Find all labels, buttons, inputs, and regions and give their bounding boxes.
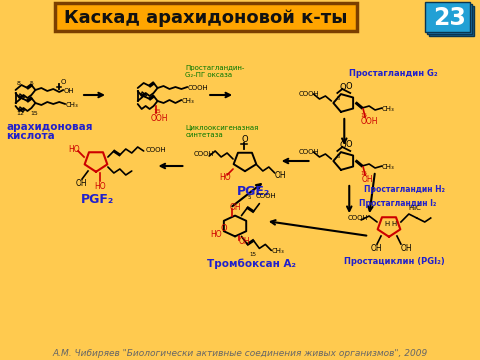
Text: COOH: COOH bbox=[347, 215, 368, 221]
Text: O: O bbox=[60, 79, 66, 85]
Text: CH₃: CH₃ bbox=[271, 248, 284, 255]
Text: H₃C: H₃C bbox=[409, 205, 421, 211]
Text: COOH: COOH bbox=[145, 147, 167, 153]
Text: Простагландин-: Простагландин- bbox=[185, 65, 245, 71]
Text: 8: 8 bbox=[16, 81, 20, 86]
Text: CH₃: CH₃ bbox=[382, 106, 395, 112]
Text: COOH: COOH bbox=[193, 151, 214, 157]
Text: 5: 5 bbox=[248, 195, 251, 200]
Text: кислота: кислота bbox=[7, 131, 55, 141]
Text: OH: OH bbox=[63, 88, 74, 94]
Text: H: H bbox=[384, 221, 389, 227]
Text: OH: OH bbox=[239, 237, 251, 246]
Text: COOH: COOH bbox=[299, 149, 319, 155]
Text: 15: 15 bbox=[360, 171, 367, 176]
Text: O: O bbox=[242, 135, 249, 144]
Text: OH: OH bbox=[361, 175, 373, 184]
Text: COOH: COOH bbox=[299, 91, 319, 97]
Text: HO: HO bbox=[210, 230, 222, 239]
Text: O: O bbox=[339, 140, 346, 149]
Text: HO: HO bbox=[219, 172, 231, 181]
Text: 15: 15 bbox=[250, 252, 256, 257]
Text: OOH: OOH bbox=[360, 117, 378, 126]
Text: Тромбоксан А₂: Тромбоксан А₂ bbox=[207, 259, 296, 269]
Text: CH₃: CH₃ bbox=[65, 102, 78, 108]
Text: OH: OH bbox=[230, 203, 242, 212]
Text: 12: 12 bbox=[16, 111, 24, 116]
Text: COOH: COOH bbox=[255, 193, 276, 199]
Text: арахидоновая: арахидоновая bbox=[7, 122, 93, 132]
Text: 5: 5 bbox=[29, 81, 33, 86]
Text: OH: OH bbox=[401, 243, 412, 252]
Text: O: O bbox=[220, 224, 227, 233]
Text: 5: 5 bbox=[336, 153, 340, 158]
Text: H: H bbox=[391, 221, 396, 227]
Text: Каскад арахидоновой к-ты: Каскад арахидоновой к-ты bbox=[64, 9, 348, 27]
Text: 5: 5 bbox=[336, 95, 340, 100]
Text: OH: OH bbox=[371, 243, 383, 252]
Text: OH: OH bbox=[76, 179, 88, 188]
FancyBboxPatch shape bbox=[425, 2, 470, 32]
Text: Простациклин (PGI₂): Простациклин (PGI₂) bbox=[344, 256, 445, 266]
Text: OH: OH bbox=[275, 171, 287, 180]
Text: Циклооксигеназная
синтетаза: Циклооксигеназная синтетаза bbox=[185, 125, 259, 138]
Text: 15: 15 bbox=[30, 111, 38, 116]
Text: COOH: COOH bbox=[187, 85, 208, 91]
Text: O: O bbox=[345, 140, 352, 149]
Text: Простагландин Н₂: Простагландин Н₂ bbox=[364, 185, 445, 194]
Text: CH₃: CH₃ bbox=[181, 98, 194, 104]
Text: HO: HO bbox=[68, 144, 80, 153]
Text: Простагландин І₂: Простагландин І₂ bbox=[359, 198, 437, 207]
Text: G₂-ПГ оксаза: G₂-ПГ оксаза bbox=[185, 72, 232, 78]
Text: O: O bbox=[345, 81, 352, 90]
Text: 23: 23 bbox=[433, 6, 466, 30]
Text: O: O bbox=[339, 82, 346, 91]
FancyBboxPatch shape bbox=[427, 4, 472, 34]
Text: А.М. Чибиряев "Биологически активные соединения живых организмов", 2009: А.М. Чибиряев "Биологически активные сое… bbox=[52, 350, 428, 359]
FancyBboxPatch shape bbox=[429, 6, 474, 36]
Text: 15: 15 bbox=[360, 113, 367, 117]
FancyBboxPatch shape bbox=[55, 3, 357, 31]
Text: HO: HO bbox=[94, 181, 106, 190]
Text: OOH: OOH bbox=[151, 113, 168, 122]
Text: PGE₂: PGE₂ bbox=[237, 185, 270, 198]
Text: CH₃: CH₃ bbox=[382, 164, 395, 170]
Text: Простагландин G₂: Простагландин G₂ bbox=[349, 68, 438, 77]
Text: 15: 15 bbox=[154, 108, 161, 113]
Text: PGF₂: PGF₂ bbox=[81, 193, 114, 206]
